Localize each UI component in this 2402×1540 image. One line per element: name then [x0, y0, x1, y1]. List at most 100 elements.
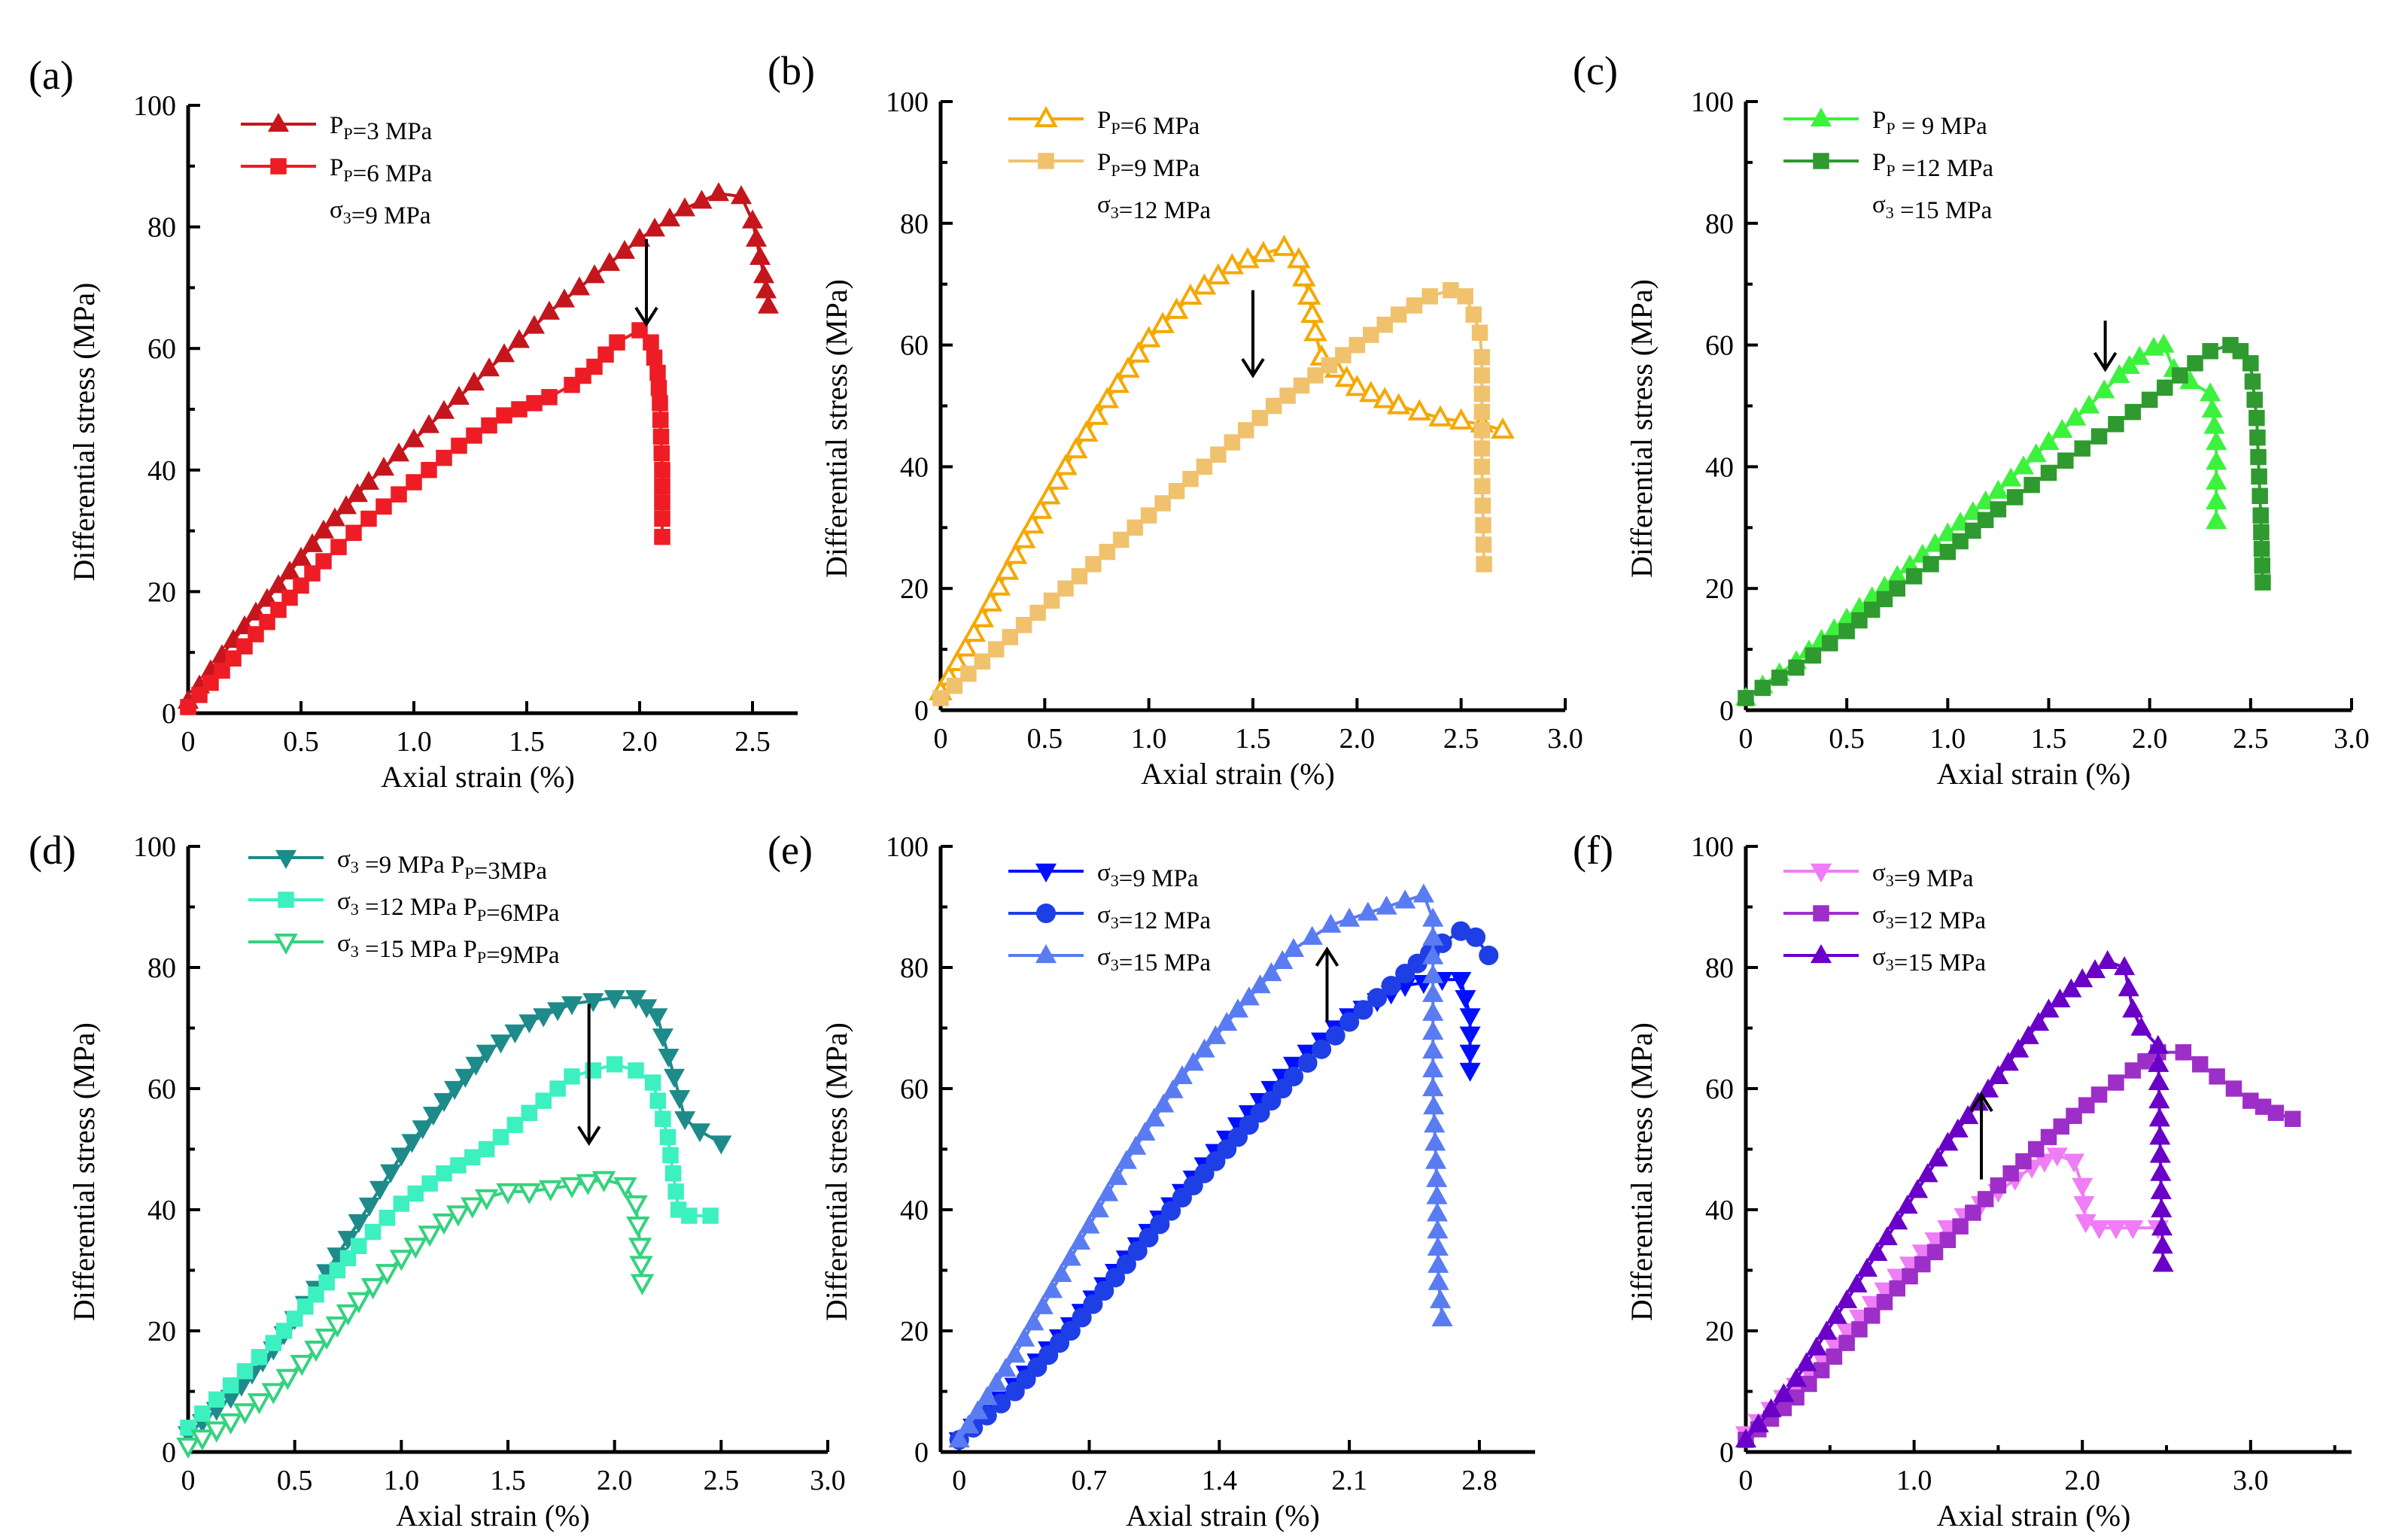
data-point [1004, 1344, 1026, 1363]
legend-subscript: 3 [343, 208, 351, 227]
data-point [421, 1175, 438, 1192]
series-a-2 [180, 322, 670, 715]
data-point [360, 1277, 385, 1300]
series-c-2 [1738, 336, 2271, 706]
data-point [1422, 1001, 1444, 1021]
chart-panel-a: (a) 0 20 40 60 80 100 0 0.5 1.0 1.5 2.0 2.5 Axial str… [29, 53, 798, 794]
data-point [654, 528, 670, 545]
data-point [702, 1207, 719, 1224]
data-point [474, 1189, 499, 1210]
arrow-head [1315, 946, 1339, 967]
data-point [1224, 434, 1241, 451]
data-point [1449, 408, 1473, 430]
data-point [1087, 1198, 1109, 1218]
data-point [1907, 1179, 1929, 1198]
data-point [380, 1164, 402, 1183]
legend-text-span: σ [1097, 901, 1111, 928]
legend-text-span: =12 MPa [1894, 907, 1987, 934]
data-point [1115, 1150, 1137, 1169]
y-tick-label: 100 [1691, 87, 1734, 118]
x-axis-title: Axial strain (%) [1126, 1499, 1320, 1532]
data-point [369, 1180, 391, 1200]
data-point [652, 395, 668, 412]
data-point [1422, 926, 1444, 946]
data-point [1987, 1065, 2009, 1084]
data-point [2141, 391, 2158, 409]
data-point [2073, 1195, 2095, 1215]
legend-label: σ3 =12 MPa PP=6MPa [337, 888, 560, 927]
data-point [1011, 527, 1036, 548]
legend-text-span: σ [1872, 859, 1886, 886]
data-point [948, 1428, 970, 1447]
y-tick-label: 0 [162, 698, 176, 730]
legend-label: σ3=15 MPa [1097, 943, 1211, 977]
data-point [1217, 1139, 1237, 1159]
data-point [1795, 1352, 1817, 1371]
data-point [2040, 1128, 2057, 1146]
legend-text-span: σ [337, 888, 351, 915]
legend-text-span: σ [1097, 943, 1111, 970]
legend-text-span: =12 MPa [1896, 155, 1994, 182]
data-point [304, 1341, 328, 1362]
legend-marker [1810, 863, 1832, 883]
data-point [304, 565, 321, 582]
data-point [1471, 324, 1488, 342]
data-point [652, 1028, 673, 1048]
data-point [960, 665, 977, 682]
data-point [2012, 455, 2035, 475]
x-tick-label: 1.5 [1235, 723, 1271, 755]
data-point [1473, 422, 1491, 439]
legend-subscript: 3 [1111, 871, 1119, 890]
data-point [1057, 580, 1074, 597]
data-point [1032, 1295, 1054, 1314]
data-point [1272, 235, 1297, 257]
legend-subscript: P [477, 906, 486, 925]
data-point [2017, 1025, 2039, 1044]
panel-label: (b) [768, 48, 815, 93]
data-point [1474, 478, 1491, 495]
data-point [1182, 470, 1199, 488]
data-point [1465, 306, 1482, 323]
data-point [745, 227, 768, 247]
data-point [1459, 1008, 1481, 1028]
y-tick-label: 100 [886, 831, 929, 863]
data-point [2093, 379, 2115, 399]
data-point [401, 1134, 423, 1153]
data-point [2267, 1104, 2285, 1121]
data-point [2153, 333, 2175, 353]
data-point [451, 437, 467, 454]
data-point [1473, 403, 1491, 421]
data-point [1465, 927, 1486, 947]
data-point [2157, 379, 2173, 396]
data-point [1227, 1127, 1248, 1147]
y-tick-label: 60 [900, 330, 929, 362]
data-point [1455, 990, 1476, 1010]
data-point [348, 1214, 369, 1234]
data-point [2250, 448, 2267, 466]
data-point [1023, 1311, 1044, 1331]
data-point [2192, 1056, 2209, 1073]
data-point [1016, 1369, 1036, 1390]
legend-subscript: 3 [1886, 913, 1894, 932]
data-point [492, 1128, 509, 1146]
data-point [372, 457, 395, 476]
data-point [1450, 972, 1472, 992]
data-point [508, 329, 531, 348]
data-point [1788, 659, 1805, 676]
data-point [1183, 1175, 1203, 1195]
legend-label: PP =12 MPa [1872, 149, 1993, 182]
data-point [2053, 1118, 2070, 1135]
series-b-1 [929, 235, 1515, 700]
data-point [2063, 1153, 2085, 1173]
data-point [1427, 1236, 1449, 1256]
data-point [1301, 925, 1323, 945]
data-point [564, 1068, 580, 1085]
data-point [967, 1400, 989, 1420]
data-point [455, 1068, 476, 1088]
data-point [643, 334, 659, 351]
data-point [652, 428, 670, 445]
data-point [1977, 512, 1994, 528]
data-point [1078, 1214, 1100, 1234]
data-point [988, 641, 1005, 658]
